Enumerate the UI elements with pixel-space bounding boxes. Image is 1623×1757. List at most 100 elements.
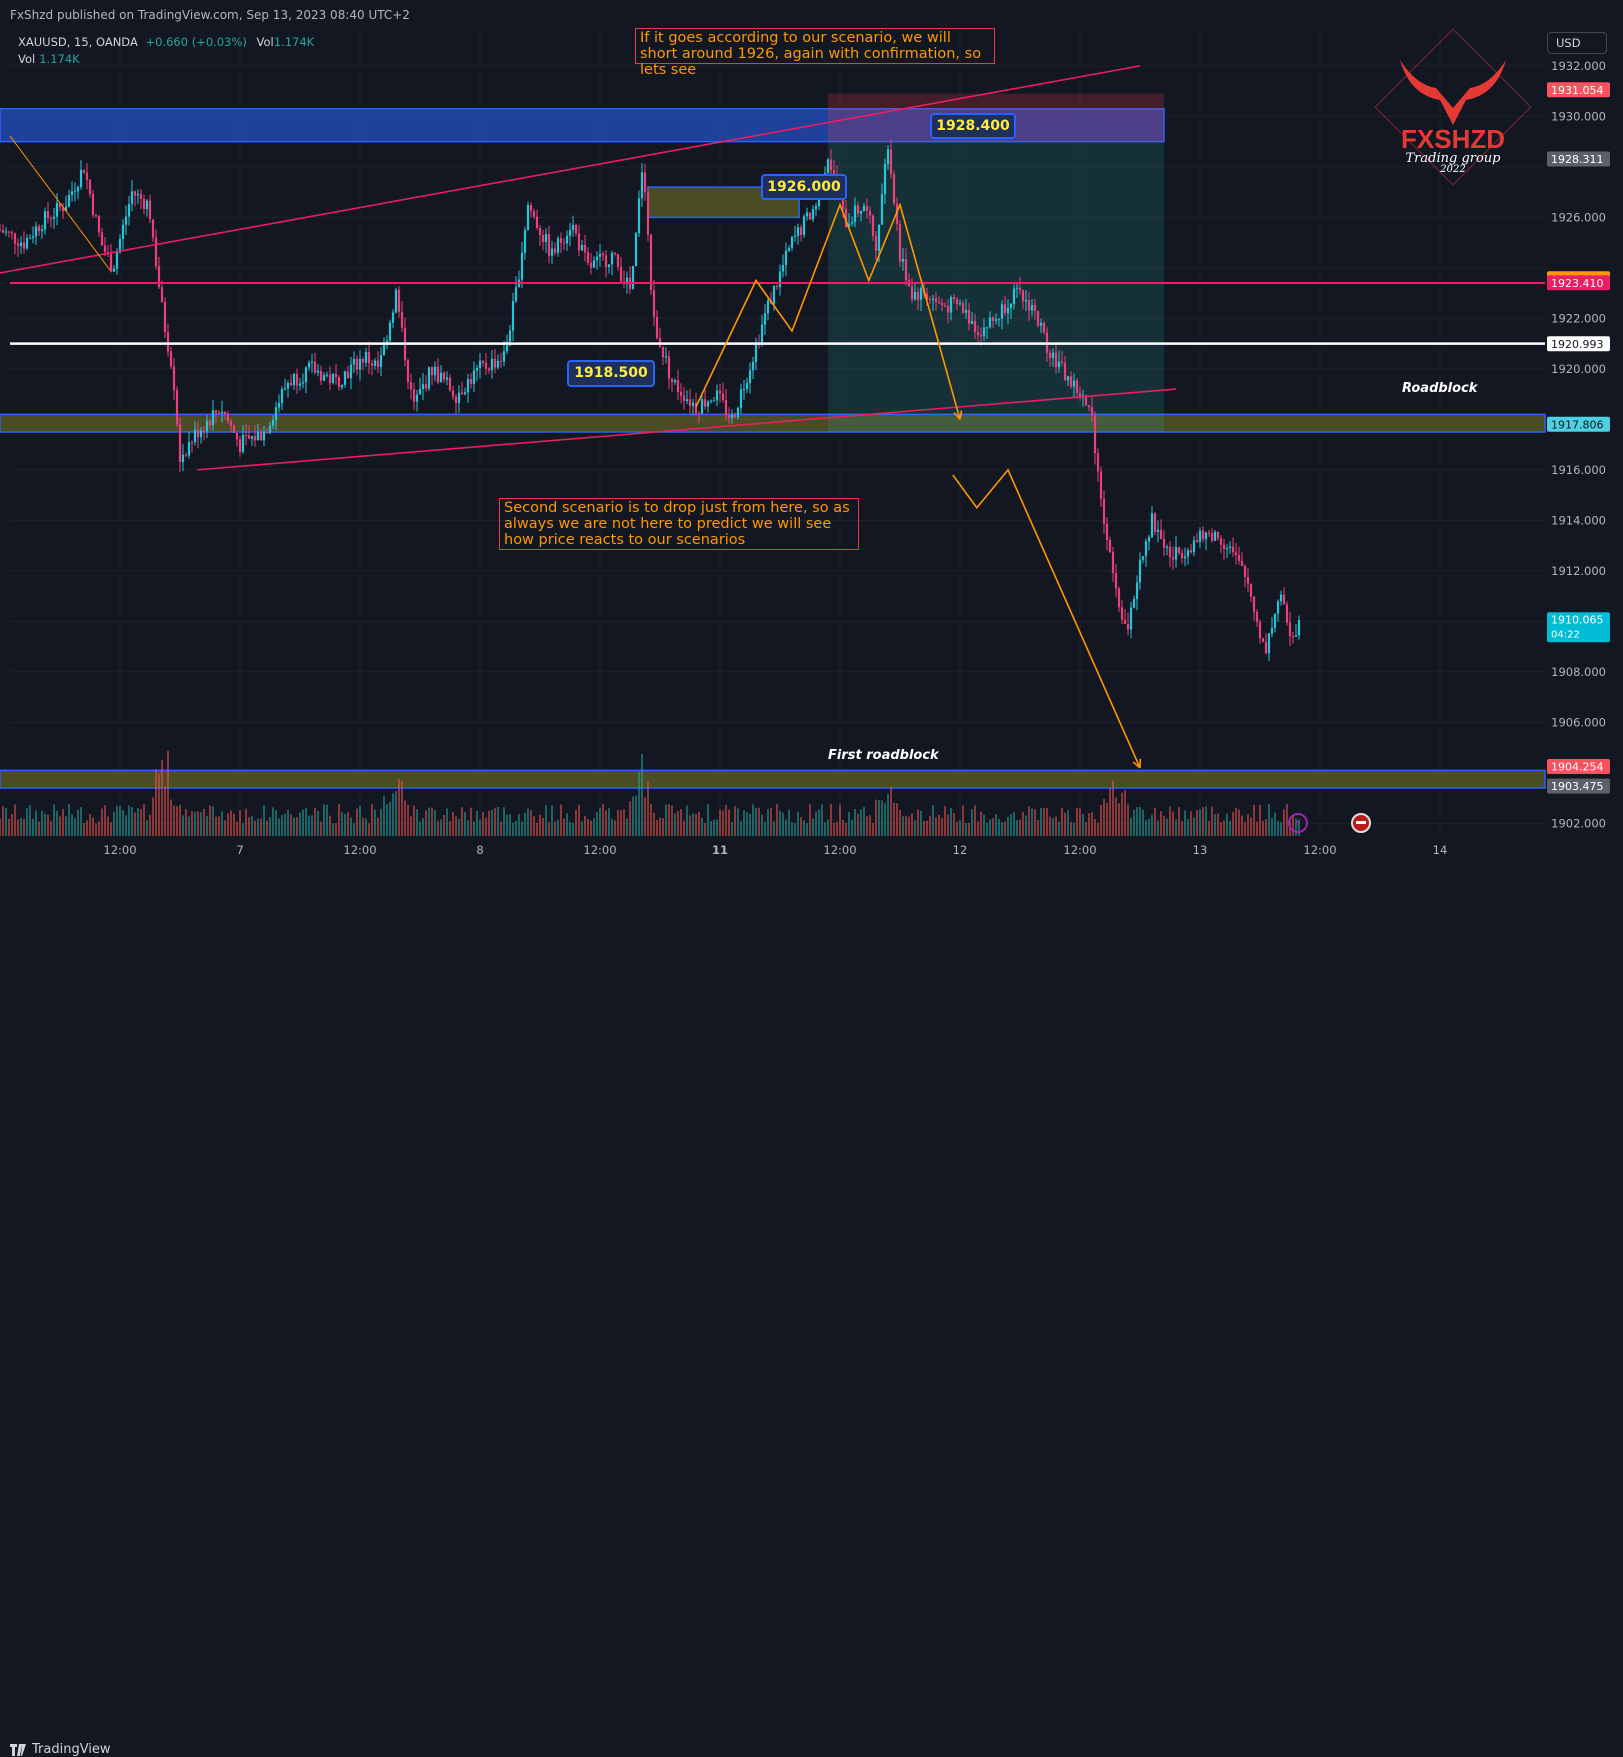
- volume-bar: [368, 823, 370, 836]
- x-tick-label: 12:00: [823, 843, 856, 857]
- candle-body: [992, 317, 994, 320]
- volume-bar: [77, 810, 79, 836]
- volume-bar: [176, 806, 178, 836]
- volume-bar: [353, 823, 355, 836]
- volume-bar: [290, 815, 292, 836]
- candle-body: [497, 361, 499, 368]
- candle-body: [380, 355, 382, 367]
- candle-body: [722, 394, 724, 400]
- volume-bar: [1241, 816, 1243, 836]
- volume-bar: [1043, 808, 1045, 836]
- volume-bar: [11, 814, 13, 836]
- candle-body: [1064, 363, 1066, 380]
- volume-bar: [491, 810, 493, 836]
- candle-body: [1007, 308, 1009, 313]
- candle-body: [212, 410, 214, 425]
- volume-bar: [68, 804, 70, 836]
- volume-bar: [35, 811, 37, 836]
- volume-bar: [422, 818, 424, 836]
- volume-bar: [1148, 819, 1150, 836]
- candle-body: [344, 372, 346, 385]
- volume-bar: [1157, 821, 1159, 836]
- candle-body: [437, 367, 439, 383]
- volume-bar: [395, 791, 397, 836]
- volume-bar: [800, 817, 802, 836]
- candle-body: [1124, 620, 1126, 624]
- volume-bar: [659, 818, 661, 836]
- volume-bar: [182, 815, 184, 836]
- candle-body: [1055, 353, 1057, 367]
- candle-body: [1268, 634, 1270, 654]
- lightning-icon[interactable]: ⚡: [1288, 813, 1308, 833]
- candle-body: [206, 421, 208, 431]
- candle-body: [584, 245, 586, 252]
- candle-body: [356, 359, 358, 370]
- volume-bar: [797, 812, 799, 836]
- candle-body: [38, 226, 40, 231]
- candle-body: [701, 399, 703, 413]
- candle-body: [587, 252, 589, 262]
- volume-bar: [836, 822, 838, 836]
- volume-bar: [968, 823, 970, 836]
- volume-bar: [1214, 814, 1216, 836]
- callout-1926[interactable]: 1926.000: [761, 174, 847, 200]
- volume-bar: [20, 818, 22, 836]
- callout-1918[interactable]: 1918.500: [567, 360, 655, 387]
- volume-bar: [554, 821, 556, 836]
- candle-body: [26, 238, 28, 248]
- volume-bar: [86, 821, 88, 836]
- price-chart[interactable]: FXSHZD Trading group 2022 1902.0001906.0…: [0, 28, 1623, 868]
- volume-bar: [581, 821, 583, 836]
- us-flag-icon[interactable]: [1351, 813, 1371, 833]
- candle-body: [110, 254, 112, 272]
- callout-1928[interactable]: 1928.400: [930, 113, 1016, 139]
- volume-bar: [602, 804, 604, 836]
- volume-bar: [1247, 814, 1249, 836]
- volume-bar: [80, 807, 82, 836]
- tradingview-brand: TradingView: [32, 1742, 111, 1757]
- scenario-note-2[interactable]: Second scenario is to drop just from her…: [499, 498, 859, 550]
- candle-body: [50, 218, 52, 219]
- candle-body: [986, 327, 988, 328]
- volume-bar: [137, 808, 139, 836]
- candle-body: [1199, 531, 1201, 542]
- candle-body: [41, 230, 43, 231]
- candle-body: [431, 367, 433, 375]
- volume-bar: [425, 810, 427, 836]
- volume-bar: [335, 823, 337, 836]
- currency-selector[interactable]: USD: [1547, 32, 1607, 54]
- volume-bar: [647, 781, 649, 836]
- volume-bar: [1211, 807, 1213, 836]
- candle-body: [248, 435, 250, 438]
- volume-bar: [740, 821, 742, 836]
- volume-bar: [743, 810, 745, 836]
- symbol-legend[interactable]: XAUUSD, 15, OANDA +0.660 (+0.03%) Vol1.1…: [18, 35, 314, 49]
- tradingview-logo[interactable]: TradingView: [10, 1742, 111, 1757]
- volume-bar: [692, 814, 694, 836]
- volume-bar: [101, 809, 103, 836]
- volume-bar: [1091, 812, 1093, 836]
- volume-bar: [338, 804, 340, 836]
- candle-body: [104, 246, 106, 253]
- candle-body: [902, 259, 904, 262]
- y-tick-label: 1912.000: [1551, 564, 1606, 578]
- volume-bar: [230, 810, 232, 836]
- candle-body: [572, 225, 574, 230]
- candle-body: [614, 253, 616, 254]
- volume-bar: [938, 815, 940, 836]
- candle-body: [707, 402, 709, 407]
- candle-body: [914, 292, 916, 299]
- volume-bar: [305, 808, 307, 836]
- scenario-note-1[interactable]: If it goes according to our scenario, we…: [635, 28, 995, 64]
- volume-bar: [860, 809, 862, 836]
- candle-body: [353, 359, 355, 365]
- volume-bar: [476, 811, 478, 836]
- volume-bar: [1163, 816, 1165, 836]
- volume-bar: [524, 813, 526, 836]
- volume-bar: [500, 821, 502, 836]
- volume-bar: [143, 804, 145, 836]
- candle-body: [1196, 540, 1198, 542]
- candle-body: [965, 310, 967, 313]
